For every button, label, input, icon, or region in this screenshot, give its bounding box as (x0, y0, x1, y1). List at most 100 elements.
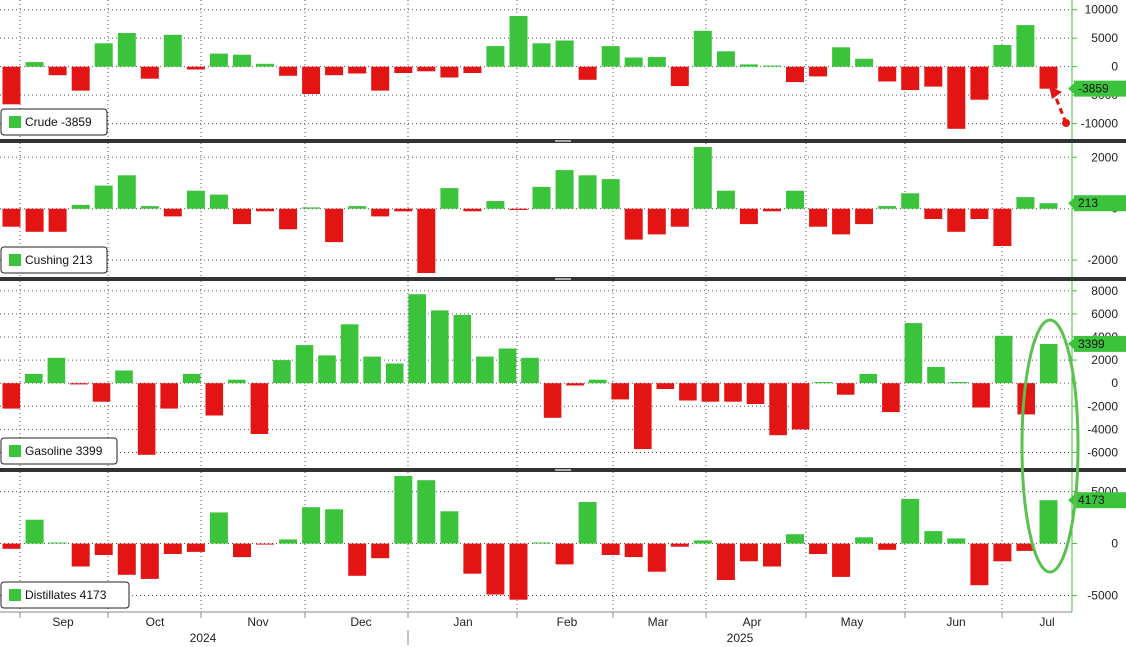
distillates-bar (209, 512, 228, 544)
distillates-bar (763, 543, 781, 567)
distillates-bar (186, 543, 205, 552)
gasoline-bar (566, 383, 584, 386)
cushing-bar (947, 208, 966, 232)
gasoline-bar (927, 367, 945, 384)
distillates-bar (2, 543, 21, 549)
axis-tick-label: -4000 (1087, 422, 1118, 436)
gasoline-bar (1039, 343, 1058, 384)
distillates-bar (71, 543, 90, 567)
distillates-bar (716, 543, 735, 580)
crude-bar (947, 66, 966, 129)
crude-bar (970, 66, 989, 100)
crude-bar (786, 66, 804, 83)
gasoline-bar (228, 379, 246, 384)
gasoline-bar (431, 310, 449, 384)
cushing-legend-label: Cushing 213 (25, 253, 93, 267)
distillates-bar (94, 543, 113, 555)
distillates-bar (348, 543, 367, 576)
cushing-bar (901, 193, 920, 209)
distillates-bar (486, 543, 505, 595)
gasoline-bar (746, 383, 765, 404)
distillates-bar (25, 519, 44, 544)
gasoline-bar (25, 373, 43, 384)
cushing-bar (486, 201, 505, 209)
gasoline-bar (408, 294, 426, 384)
distillates-legend-label: Distillates 4173 (25, 588, 107, 602)
gasoline-bar (588, 379, 607, 384)
cushing-bar (48, 208, 67, 232)
distillates-bar (233, 543, 251, 558)
crude-bar (1016, 25, 1035, 67)
cushing-bar (163, 208, 182, 217)
crude-bar (901, 66, 920, 91)
bar-series (2, 16, 1058, 600)
legend-box (0, 246, 108, 274)
cushing-bar (209, 194, 228, 209)
distillates-bar (140, 543, 159, 579)
distillates-bar (417, 480, 436, 544)
month-label: Jun (946, 615, 965, 629)
gasoline-bar (182, 373, 201, 384)
axis-tick-label: -2000 (1087, 253, 1118, 267)
tag-pointer (1068, 494, 1075, 507)
cushing-bar (809, 208, 828, 227)
distillates-bar (532, 542, 551, 544)
gasoline-bar (47, 357, 66, 384)
gasoline-bar (363, 356, 381, 384)
axis-tick-label: 2000 (1091, 353, 1118, 367)
gasoline-bar (115, 370, 133, 384)
distillates-bar (279, 539, 298, 544)
crude-bar (993, 45, 1012, 67)
crude-bar (394, 66, 413, 73)
crude-bar (716, 51, 735, 67)
cushing-bar (739, 208, 758, 225)
crude-bar (186, 66, 205, 70)
crude-bar (855, 58, 874, 67)
cushing-bar (279, 208, 298, 230)
gasoline-bar (205, 383, 224, 416)
gasoline-bar (972, 383, 990, 408)
cushing-bar (763, 208, 781, 212)
distillates-bar (325, 509, 344, 544)
axis-tick-label: 0 (1111, 60, 1118, 74)
value-axes: 10000 5000 0 -5000 -10000 -3859 2000 0 -2000 213 8… (1068, 0, 1126, 612)
crude-value-tag (1074, 80, 1126, 97)
crude-bar (624, 57, 643, 67)
cushing-bar (186, 190, 205, 209)
cushing-bar (555, 170, 574, 209)
gasoline-bar (701, 383, 720, 402)
red-arrow-icon (1052, 92, 1068, 124)
axis-tick-label: 5000 (1091, 31, 1118, 45)
crude-legend-label: Crude -3859 (25, 115, 92, 129)
distillates-bar (601, 543, 620, 555)
month-label: Feb (557, 615, 578, 629)
crude-bar (25, 62, 44, 67)
highlight-ellipse (1020, 318, 1080, 574)
gasoline-bar (769, 383, 787, 436)
cushing-bar (647, 208, 666, 235)
cushing-bar (855, 208, 874, 225)
cushing-bar (302, 207, 321, 209)
axis-tick-label: 0 (1111, 537, 1118, 551)
gasoline-value-tag-label: 3399 (1078, 337, 1105, 351)
distillates-bar (555, 543, 574, 565)
crude-bar (739, 64, 758, 67)
month-label: Sep (52, 615, 74, 629)
cushing-bar (601, 179, 620, 209)
axis-tick-label: 10000 (1085, 3, 1119, 17)
tag-pointer (1068, 197, 1075, 210)
panel-divider-grip (555, 140, 571, 142)
distillates-bar (1016, 543, 1035, 551)
crude-bar (325, 66, 344, 76)
distillates-bar (832, 543, 851, 577)
crude-value-tag-label: -3859 (1078, 82, 1109, 96)
cushing-bar (878, 206, 897, 209)
axis-tick-label: 8000 (1091, 284, 1118, 298)
tag-pointer (1068, 337, 1075, 350)
legends: Crude -3859 Cushing 213 Gasoline 3399 Disti… (0, 108, 130, 609)
panel-divider-grip (555, 469, 571, 471)
cushing-bar (394, 208, 413, 212)
cushing-bar (256, 208, 274, 212)
gasoline-bar (2, 383, 21, 409)
crude-bar (417, 66, 436, 72)
